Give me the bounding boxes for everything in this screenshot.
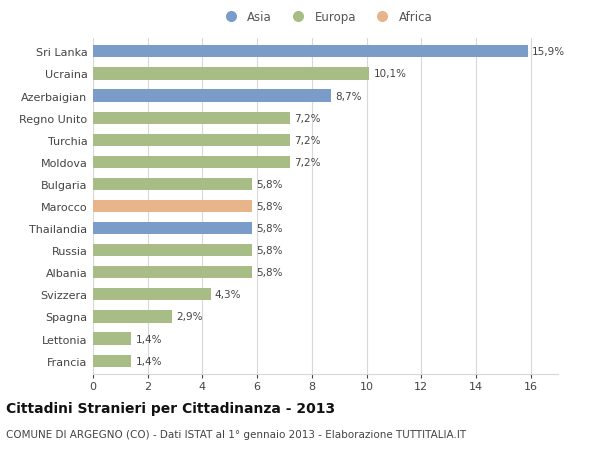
Bar xyxy=(93,245,251,257)
Bar xyxy=(93,311,172,323)
Bar xyxy=(93,201,251,213)
Text: 1,4%: 1,4% xyxy=(136,356,162,366)
Text: COMUNE DI ARGEGNO (CO) - Dati ISTAT al 1° gennaio 2013 - Elaborazione TUTTITALIA: COMUNE DI ARGEGNO (CO) - Dati ISTAT al 1… xyxy=(6,429,466,439)
Text: 5,8%: 5,8% xyxy=(256,179,282,190)
Text: 1,4%: 1,4% xyxy=(136,334,162,344)
Bar xyxy=(93,112,290,124)
Text: 15,9%: 15,9% xyxy=(532,47,565,57)
Text: 2,9%: 2,9% xyxy=(176,312,203,322)
Text: 5,8%: 5,8% xyxy=(256,268,282,278)
Text: 10,1%: 10,1% xyxy=(373,69,406,79)
Bar xyxy=(93,46,528,58)
Bar xyxy=(93,90,331,102)
Text: 7,2%: 7,2% xyxy=(294,135,320,146)
Bar xyxy=(93,134,290,146)
Bar xyxy=(93,333,131,345)
Text: 4,3%: 4,3% xyxy=(215,290,241,300)
Bar xyxy=(93,179,251,190)
Bar xyxy=(93,68,369,80)
Bar xyxy=(93,157,290,168)
Text: Cittadini Stranieri per Cittadinanza - 2013: Cittadini Stranieri per Cittadinanza - 2… xyxy=(6,402,335,415)
Bar xyxy=(93,289,211,301)
Text: 7,2%: 7,2% xyxy=(294,157,320,168)
Text: 5,8%: 5,8% xyxy=(256,246,282,256)
Text: 5,8%: 5,8% xyxy=(256,202,282,212)
Text: 7,2%: 7,2% xyxy=(294,113,320,123)
Bar xyxy=(93,355,131,367)
Text: 8,7%: 8,7% xyxy=(335,91,362,101)
Bar xyxy=(93,267,251,279)
Text: 5,8%: 5,8% xyxy=(256,224,282,234)
Legend: Asia, Europa, Africa: Asia, Europa, Africa xyxy=(214,6,437,29)
Bar xyxy=(93,223,251,235)
